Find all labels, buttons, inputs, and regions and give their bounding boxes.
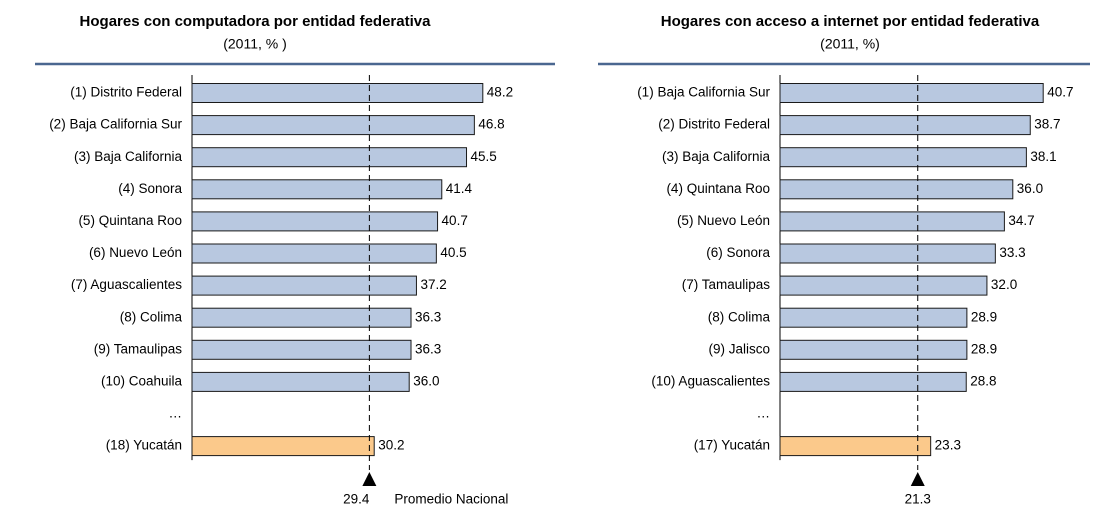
chart-subtitle: (2011, % ) [223, 36, 287, 52]
value-label: 33.3 [999, 245, 1025, 260]
value-label: 38.7 [1034, 117, 1060, 132]
category-label: (9) Jalisco [708, 341, 770, 356]
category-label: (3) Baja California [74, 149, 183, 164]
category-label: (8) Colima [120, 309, 183, 324]
bar [779, 307, 968, 328]
value-label: 36.0 [1017, 181, 1043, 196]
bar [779, 115, 1031, 136]
value-label: 48.2 [487, 85, 513, 100]
bar [779, 275, 988, 296]
chart-subtitle: (2011, %) [820, 36, 880, 52]
value-label: 40.7 [442, 213, 468, 228]
bar [779, 211, 1005, 232]
bar [779, 147, 1027, 168]
average-marker [910, 472, 925, 486]
chart-title: Hogares con computadora por entidad fede… [80, 13, 432, 30]
category-label: (2) Distrito Federal [658, 117, 770, 132]
bar [779, 243, 996, 264]
value-label: 28.8 [970, 373, 996, 388]
bar [191, 83, 484, 103]
bar [191, 115, 475, 136]
value-label: 32.0 [991, 277, 1017, 292]
bar [779, 371, 967, 392]
value-label: 38.1 [1030, 149, 1056, 164]
value-label: 36.0 [413, 373, 439, 388]
value-label: 28.9 [971, 309, 997, 324]
average-label: Promedio Nacional [394, 492, 508, 507]
category-label: (5) Quintana Roo [78, 213, 182, 228]
category-label: (6) Sonora [706, 245, 770, 260]
category-label: … [169, 406, 183, 421]
value-label: 23.3 [935, 438, 961, 453]
bar [191, 436, 375, 457]
bar [191, 371, 410, 392]
bar [779, 339, 968, 360]
value-label: 46.8 [478, 117, 504, 132]
category-label: (17) Yucatán [694, 438, 770, 453]
value-label: 40.5 [440, 245, 466, 260]
value-label: 34.7 [1008, 213, 1034, 228]
value-label: 40.7 [1047, 85, 1073, 100]
category-label: (7) Aguascalientes [71, 277, 182, 292]
bar [191, 147, 468, 168]
value-label: 36.3 [415, 309, 441, 324]
bar [191, 243, 437, 264]
bar [779, 436, 932, 457]
bar [779, 83, 1044, 103]
chart-title: Hogares con acceso a internet por entida… [661, 13, 1040, 30]
value-label: 28.9 [971, 341, 997, 356]
category-label: (4) Quintana Roo [666, 181, 770, 196]
category-label: (3) Baja California [662, 149, 771, 164]
value-label: 45.5 [471, 149, 497, 164]
category-label: (4) Sonora [118, 181, 182, 196]
category-label: (1) Baja California Sur [637, 85, 770, 100]
bar [191, 211, 439, 232]
average-value: 29.4 [343, 492, 370, 507]
bar [779, 179, 1014, 200]
category-label: (1) Distrito Federal [70, 85, 182, 100]
category-label: (18) Yucatán [106, 438, 182, 453]
value-label: 30.2 [378, 438, 404, 453]
bar [191, 179, 443, 200]
category-label: (8) Colima [708, 309, 771, 324]
category-label: (9) Tamaulipas [94, 341, 183, 356]
average-marker [362, 472, 377, 486]
bar [191, 339, 412, 360]
category-label: (2) Baja California Sur [49, 117, 182, 132]
category-label: (6) Nuevo León [89, 245, 182, 260]
value-label: 37.2 [420, 277, 446, 292]
bar [191, 307, 412, 328]
bar [191, 275, 417, 296]
value-label: 41.4 [446, 181, 473, 196]
category-label: (5) Nuevo León [677, 213, 770, 228]
category-label: … [757, 406, 771, 421]
category-label: (10) Aguascalientes [651, 373, 770, 388]
value-label: 36.3 [415, 341, 441, 356]
average-value: 21.3 [905, 492, 931, 507]
category-label: (7) Tamaulipas [682, 277, 771, 292]
category-label: (10) Coahuila [101, 373, 183, 388]
